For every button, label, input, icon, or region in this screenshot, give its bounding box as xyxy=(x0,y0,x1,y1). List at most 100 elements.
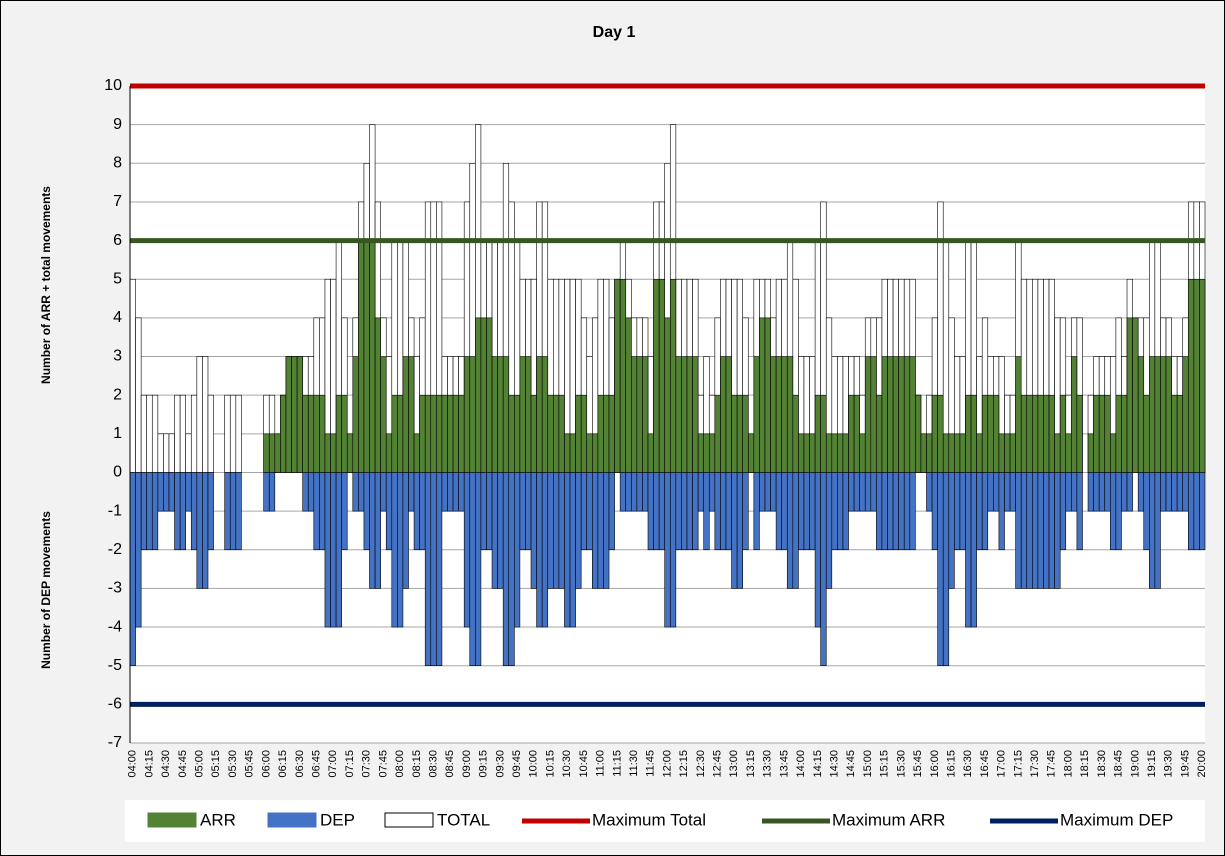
bar xyxy=(731,394,738,473)
x-tick-label: 17:15 xyxy=(1012,750,1024,778)
bar xyxy=(909,472,916,551)
bar xyxy=(814,472,821,628)
bar xyxy=(1143,394,1150,473)
bar xyxy=(1054,472,1061,589)
bar xyxy=(965,394,972,473)
bar xyxy=(441,394,448,473)
bar xyxy=(630,356,638,473)
bar xyxy=(625,472,632,512)
bar xyxy=(385,472,393,551)
bar xyxy=(469,472,476,667)
bar xyxy=(870,356,877,473)
bar xyxy=(564,472,571,628)
bar xyxy=(179,472,186,551)
bar xyxy=(1032,472,1039,589)
bar xyxy=(207,394,214,473)
bar xyxy=(931,394,938,473)
bar xyxy=(268,433,276,473)
bar xyxy=(553,472,560,589)
bar xyxy=(636,472,643,512)
bar xyxy=(502,472,510,667)
bar xyxy=(759,472,766,512)
bar xyxy=(647,433,654,473)
bar xyxy=(1176,394,1184,473)
y-tick-label: -3 xyxy=(108,580,122,597)
bar xyxy=(430,394,437,473)
bar xyxy=(619,278,627,473)
bar xyxy=(185,433,192,473)
bar xyxy=(681,356,688,473)
bar xyxy=(553,394,560,473)
bar xyxy=(207,472,214,551)
bar xyxy=(642,356,649,473)
bar xyxy=(1137,472,1145,512)
x-tick-label: 06:30 xyxy=(294,750,306,778)
bar xyxy=(708,472,716,512)
bar xyxy=(630,472,638,512)
bar xyxy=(809,433,816,473)
y-tick-label: 8 xyxy=(113,155,122,172)
x-tick-label: 18:00 xyxy=(1062,750,1074,778)
bar xyxy=(547,472,554,589)
bar xyxy=(1121,394,1128,473)
bar xyxy=(508,394,515,473)
bar xyxy=(268,472,276,512)
x-tick-label: 11:30 xyxy=(628,750,640,777)
bar xyxy=(881,472,888,551)
bar xyxy=(959,472,966,551)
bar xyxy=(669,472,677,628)
bar xyxy=(798,472,805,551)
bar xyxy=(486,472,493,551)
bar xyxy=(1121,472,1128,512)
bar xyxy=(831,433,838,473)
bar xyxy=(491,356,498,473)
x-tick-label: 04:45 xyxy=(177,750,189,778)
bar xyxy=(480,472,487,551)
bar xyxy=(402,356,409,473)
bar xyxy=(1149,356,1156,473)
bar xyxy=(514,394,521,473)
bar xyxy=(397,472,404,628)
bar xyxy=(747,433,755,473)
bar xyxy=(809,472,816,551)
x-tick-label: 11:15 xyxy=(611,750,623,777)
bar xyxy=(580,472,588,551)
bar xyxy=(926,433,933,473)
bar xyxy=(1182,472,1189,512)
x-tick-label: 09:30 xyxy=(494,750,506,778)
bar xyxy=(608,472,615,551)
bar xyxy=(135,472,142,628)
x-tick-label: 04:00 xyxy=(127,750,139,778)
x-tick-label: 10:15 xyxy=(544,750,556,778)
bar xyxy=(341,472,348,551)
bar xyxy=(235,394,242,473)
bar xyxy=(725,472,732,551)
y-tick-label: -5 xyxy=(108,657,122,674)
bar xyxy=(1171,472,1178,512)
bar xyxy=(903,356,911,473)
bar xyxy=(163,472,170,512)
bar xyxy=(697,472,705,512)
bar xyxy=(937,394,944,473)
bar xyxy=(202,472,209,589)
bar xyxy=(1071,356,1078,473)
bar xyxy=(458,472,465,512)
y-tick-label: -6 xyxy=(108,696,122,713)
bar xyxy=(1032,394,1039,473)
x-tick-label: 09:45 xyxy=(511,750,523,778)
bar xyxy=(514,472,521,628)
bar xyxy=(129,278,136,473)
bar xyxy=(1059,394,1067,473)
bar xyxy=(558,472,565,589)
bar xyxy=(174,472,181,551)
bar xyxy=(447,472,454,512)
bar xyxy=(157,472,164,512)
bar xyxy=(920,433,927,473)
bar xyxy=(887,472,894,551)
bar xyxy=(263,433,270,473)
bar xyxy=(1160,472,1167,512)
x-tick-label: 10:30 xyxy=(561,750,573,778)
bar xyxy=(541,472,549,628)
bar xyxy=(157,433,164,473)
x-tick-label: 15:45 xyxy=(912,750,924,778)
